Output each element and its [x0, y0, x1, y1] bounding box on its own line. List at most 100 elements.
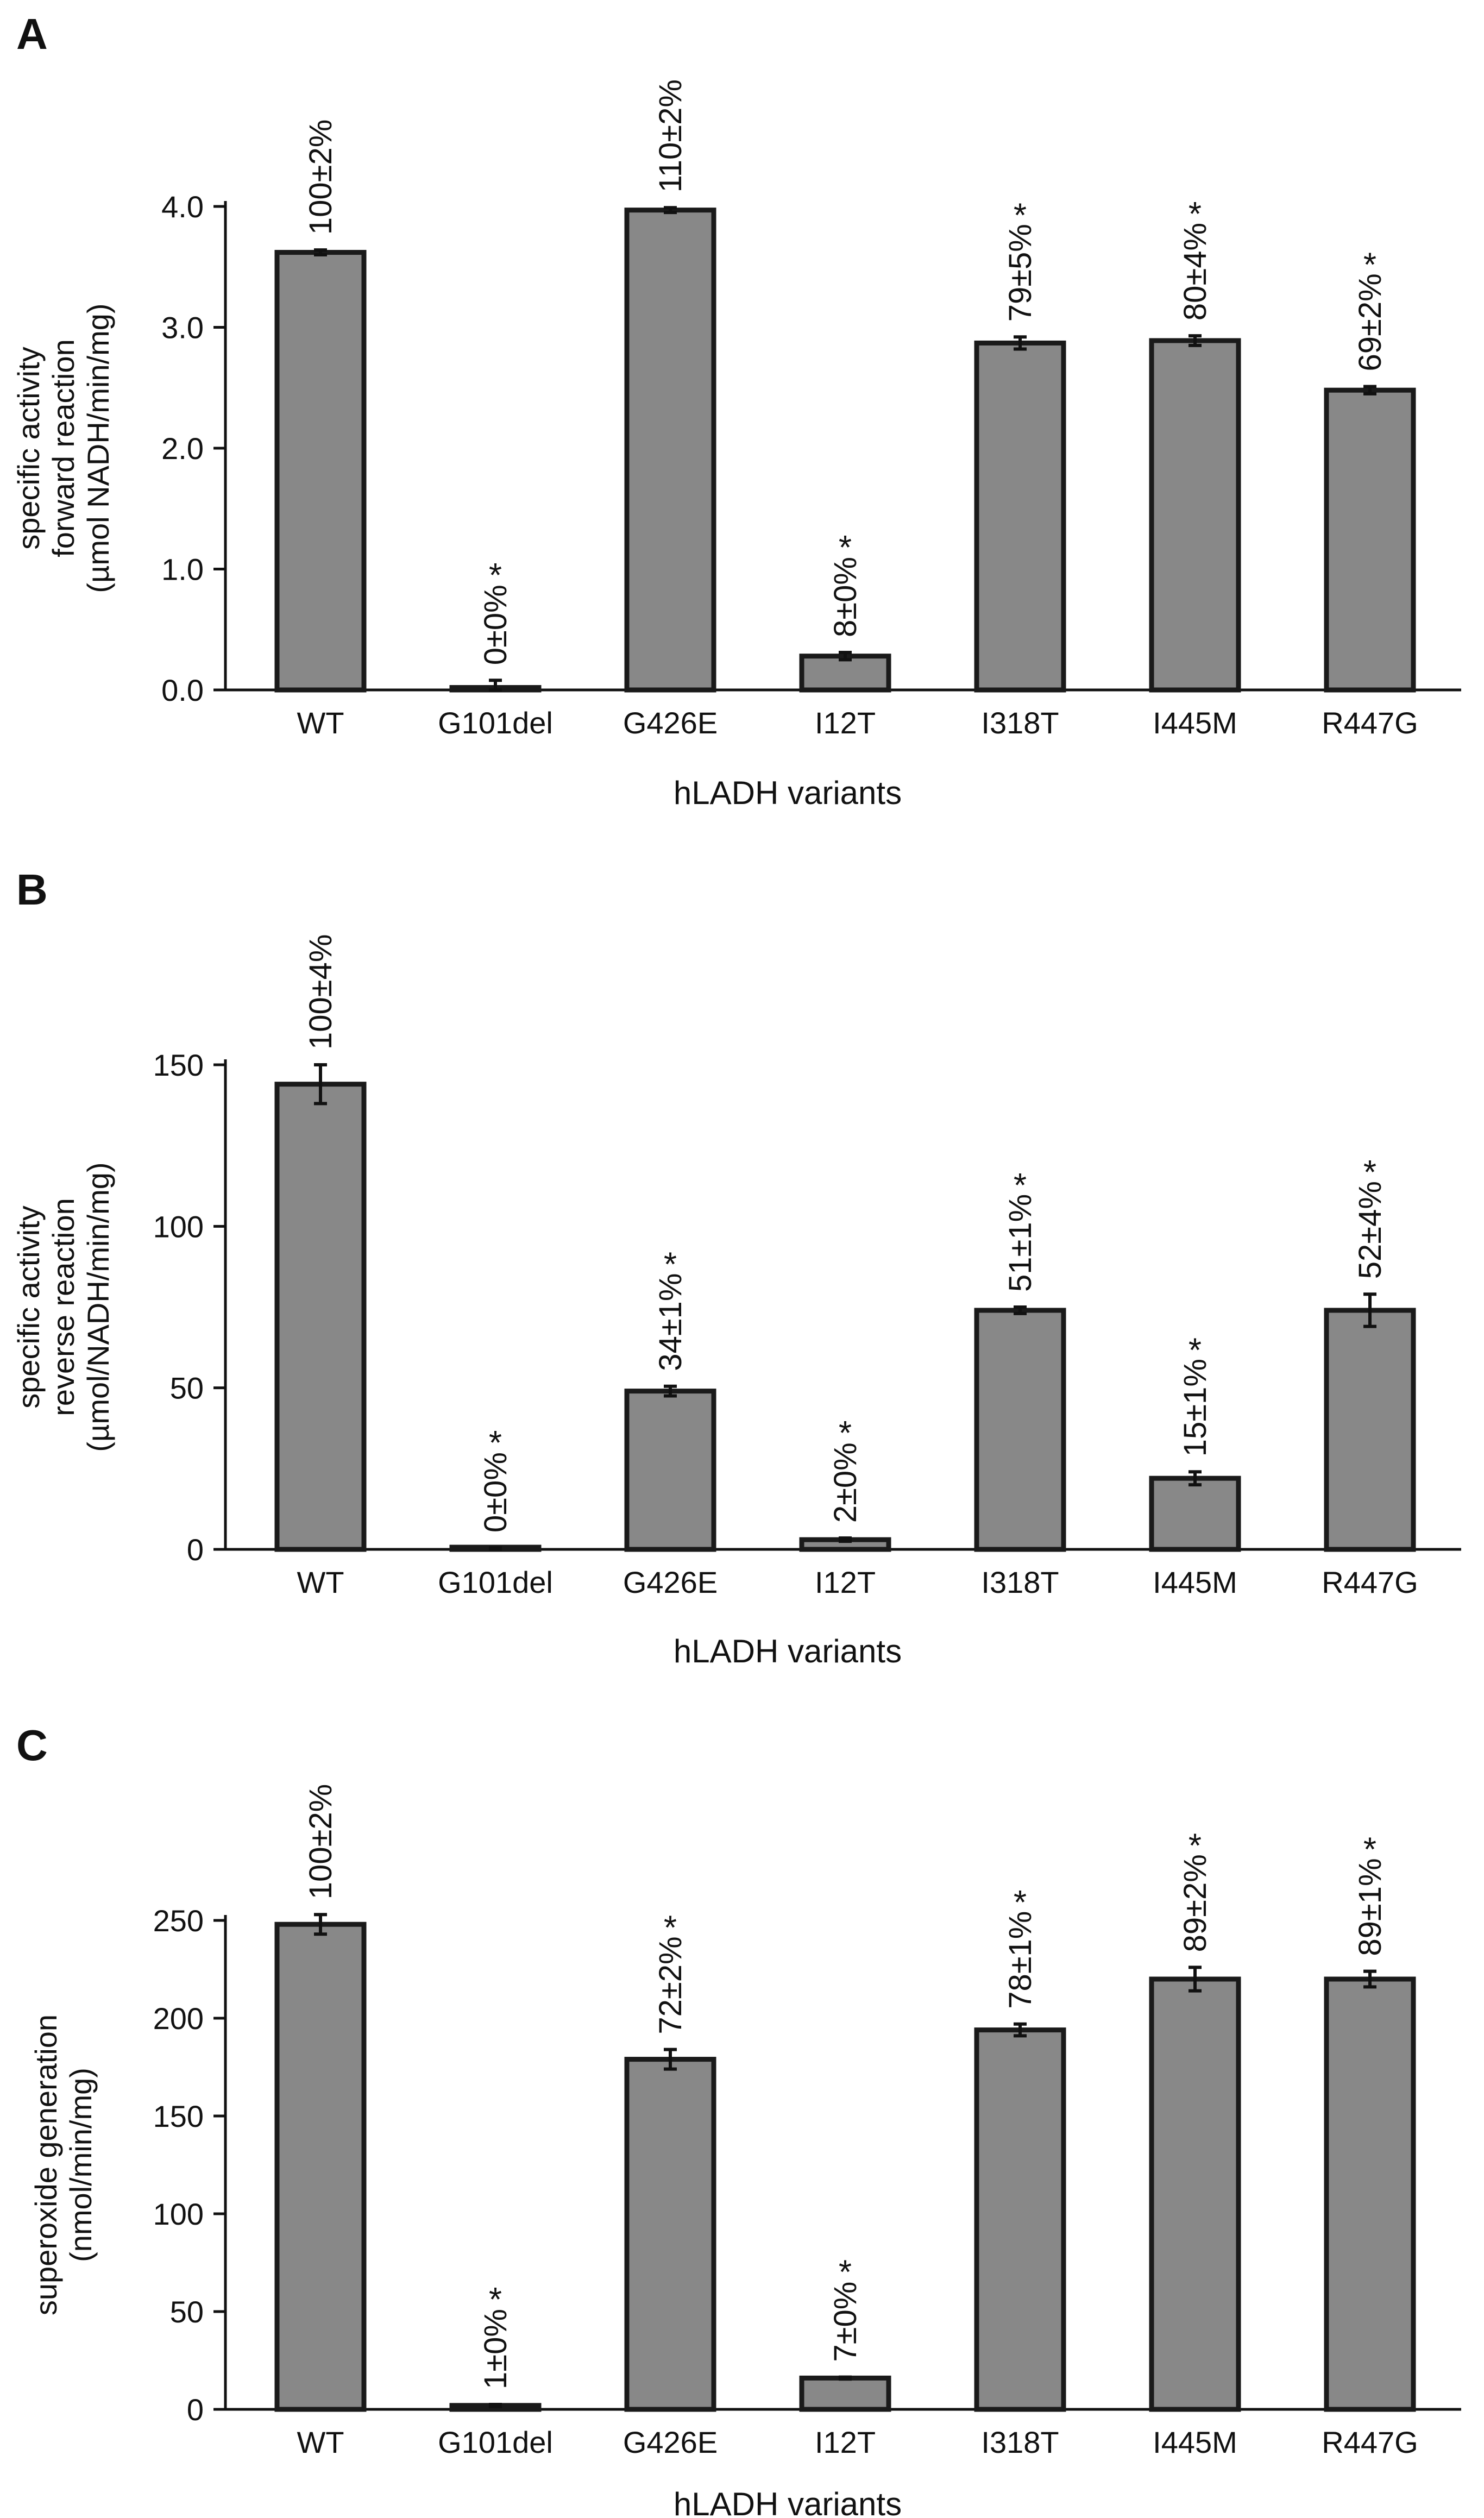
significance-star-B-I445M: * [1189, 1332, 1202, 1369]
category-label-A-I318T: I318T [981, 706, 1059, 740]
significance-star-B-I12T: * [839, 1415, 852, 1452]
data-label-B-G101del: 0±0% [478, 1452, 513, 1533]
y-axis-label-B: (µmol/NADH/min/mg) [81, 1162, 115, 1452]
data-label-B-G426E: 34±1% [653, 1273, 688, 1371]
significance-star-C-I12T: * [839, 2254, 852, 2291]
y-tick-label-B: 100 [153, 1209, 204, 1244]
data-label-C-I445M: 89±2% [1178, 1854, 1213, 1952]
y-axis-label-B: specific activity [11, 1205, 46, 1408]
data-label-A-I12T: 8±0% [828, 557, 863, 637]
y-tick-label-C: 200 [153, 2001, 204, 2036]
category-label-B-I12T: I12T [815, 1565, 876, 1599]
y-tick-label-A: 0.0 [161, 673, 204, 707]
data-label-A-G101del: 0±0% [478, 585, 513, 665]
data-label-B-WT: 100±4% [303, 934, 338, 1050]
bar-B-WT [274, 1082, 367, 1552]
x-axis-label-C: hLADH variants [674, 2486, 902, 2518]
bar-C-WT [274, 1922, 367, 2412]
y-tick-label-B: 0 [187, 1533, 204, 1567]
x-axis-label-B: hLADH variants [674, 1633, 902, 1669]
y-tick-label-A: 4.0 [161, 190, 204, 224]
bar-B-R447G [1324, 1308, 1416, 1552]
category-label-C-G101del: G101del [438, 2425, 553, 2459]
significance-star-C-G101del: * [489, 2281, 502, 2319]
significance-star-C-G426E: * [664, 1910, 677, 1947]
data-label-C-I318T: 78±1% [1003, 1911, 1038, 2009]
panel-letter-A: A [16, 10, 48, 58]
y-axis-label-A: specific activity [11, 347, 46, 549]
bar-C-I318T [974, 2027, 1066, 2412]
bar-A-I445M [1149, 338, 1241, 693]
data-label-C-WT: 100±2% [303, 1784, 338, 1899]
data-label-B-I12T: 2±0% [828, 1442, 863, 1523]
y-tick-label-B: 50 [170, 1371, 204, 1405]
significance-star-B-R447G: * [1363, 1154, 1376, 1191]
y-tick-label-A: 1.0 [161, 552, 204, 587]
y-tick-label-C: 0 [187, 2393, 204, 2427]
y-tick-label-C: 50 [170, 2295, 204, 2329]
bar-A-G426E [624, 208, 716, 693]
bar-B-I445M [1149, 1475, 1241, 1552]
data-label-A-WT: 100±2% [303, 120, 338, 235]
significance-star-A-I12T: * [839, 529, 852, 567]
category-label-A-G101del: G101del [438, 706, 553, 740]
bar-B-I318T [974, 1308, 1066, 1552]
y-tick-label-A: 2.0 [161, 431, 204, 466]
data-label-C-G101del: 1±0% [478, 2309, 513, 2389]
data-label-A-G426E: 110±2% [653, 79, 688, 192]
bar-A-I318T [974, 340, 1066, 693]
data-label-A-I318T: 79±5% [1003, 224, 1038, 322]
data-label-A-I445M: 80±4% [1178, 223, 1213, 321]
category-label-A-I12T: I12T [815, 706, 876, 740]
category-label-A-R447G: R447G [1322, 706, 1418, 740]
category-label-C-I318T: I318T [981, 2425, 1059, 2459]
significance-star-A-G101del: * [489, 557, 502, 594]
y-axis-label-C: (nmol/min/mg) [64, 2068, 98, 2262]
y-axis-label-A: forward reaction [46, 339, 80, 557]
significance-star-B-I318T: * [1014, 1167, 1027, 1204]
bar-C-G426E [624, 2057, 716, 2412]
significance-star-A-R447G: * [1363, 247, 1376, 284]
significance-star-B-G101del: * [489, 1424, 502, 1462]
bar-C-I12T [799, 2375, 891, 2412]
significance-star-C-I445M: * [1189, 1827, 1202, 1864]
category-label-B-G101del: G101del [438, 1565, 553, 1599]
category-label-C-R447G: R447G [1322, 2425, 1418, 2459]
panel-letter-B: B [16, 865, 48, 914]
category-label-B-R447G: R447G [1322, 1565, 1418, 1599]
bar-B-G426E [624, 1389, 716, 1552]
category-label-C-WT: WT [297, 2425, 344, 2459]
significance-star-C-I318T: * [1014, 1884, 1027, 1922]
bar-A-WT [274, 250, 367, 693]
y-tick-label-A: 3.0 [161, 311, 204, 345]
panel-letter-C: C [16, 1721, 48, 1769]
data-label-C-G426E: 72±2% [653, 1936, 688, 2034]
y-tick-label-C: 250 [153, 1904, 204, 1938]
category-label-B-WT: WT [297, 1565, 344, 1599]
category-label-C-I445M: I445M [1153, 2425, 1237, 2459]
significance-star-B-G426E: * [664, 1246, 677, 1284]
data-label-B-I318T: 51±1% [1003, 1194, 1038, 1292]
category-label-C-I12T: I12T [815, 2425, 876, 2459]
y-axis-label-C: superoxide generation [29, 2014, 63, 2315]
data-label-B-I445M: 15±1% [1178, 1359, 1213, 1456]
significance-star-A-I318T: * [1014, 197, 1027, 234]
category-label-C-G426E: G426E [623, 2425, 718, 2459]
bar-C-I445M [1149, 1976, 1241, 2412]
data-label-A-R447G: 69±2% [1353, 273, 1388, 371]
y-axis-label-A: (µmol NADH/min/mg) [81, 303, 115, 593]
category-label-A-G426E: G426E [623, 706, 718, 740]
data-label-B-R447G: 52±4% [1353, 1181, 1388, 1279]
significance-star-A-I445M: * [1189, 196, 1202, 233]
bar-C-R447G [1324, 1976, 1416, 2412]
data-label-C-I12T: 7±0% [828, 2282, 863, 2362]
bar-A-R447G [1324, 387, 1416, 693]
x-axis-label-A: hLADH variants [674, 775, 902, 811]
category-label-A-I445M: I445M [1153, 706, 1237, 740]
category-label-B-I445M: I445M [1153, 1565, 1237, 1599]
category-label-B-I318T: I318T [981, 1565, 1059, 1599]
y-tick-label-C: 100 [153, 2197, 204, 2231]
significance-star-C-R447G: * [1363, 1831, 1376, 1869]
category-label-A-WT: WT [297, 706, 344, 740]
